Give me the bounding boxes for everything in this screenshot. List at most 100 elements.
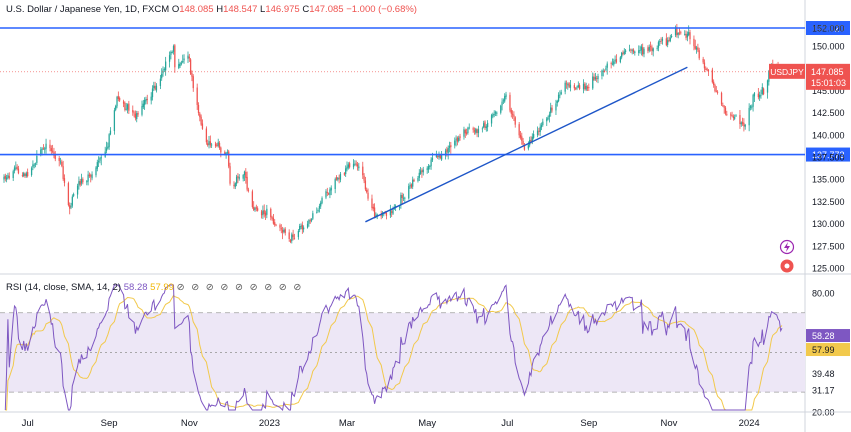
trend-line[interactable] [365, 66, 688, 223]
price-tick-label: 130.000 [812, 219, 845, 229]
time-tick-label: 2023 [259, 418, 280, 429]
low-value: 146.975 [265, 4, 300, 15]
candle-body [293, 238, 296, 240]
candle-body [614, 60, 616, 61]
candle-body [546, 118, 548, 122]
candle-body [128, 103, 130, 111]
candle-body [146, 98, 148, 101]
candle-body [741, 122, 744, 124]
price-tick-label: 140.000 [812, 130, 845, 140]
rsi-pane [0, 284, 805, 411]
candle-body [502, 100, 505, 102]
candle-body [702, 58, 704, 63]
candle-body [446, 149, 448, 152]
candle-body [76, 185, 79, 195]
candle-body [310, 219, 313, 221]
candle-body [447, 147, 449, 154]
candle-body [42, 148, 45, 150]
candle-body [62, 166, 64, 179]
candle-body [585, 85, 587, 90]
candle-body [527, 144, 530, 149]
candle-body [413, 179, 415, 182]
candle-body [339, 173, 342, 180]
horizontal-levels[interactable]: 152.020 137.773 [0, 21, 850, 162]
candle-body [523, 145, 526, 150]
candle-body [242, 175, 244, 179]
candle-body [547, 117, 549, 120]
candle-body [404, 197, 406, 199]
candle-body [735, 115, 737, 117]
candle-body [383, 213, 385, 215]
candle-body [521, 136, 523, 141]
candle-body [330, 187, 332, 191]
candle-body [228, 151, 230, 167]
candle-body [136, 113, 138, 120]
candle-body [511, 113, 514, 115]
candle-body [96, 162, 98, 169]
candle-body [289, 240, 292, 242]
candle-body [476, 129, 478, 134]
candle-body [486, 122, 489, 128]
candle-body [99, 157, 101, 161]
candle-body [100, 157, 102, 159]
candle-body [63, 178, 66, 183]
candle-body [171, 52, 173, 53]
candle-body [372, 206, 374, 209]
candle-body [256, 208, 259, 211]
candle-body [705, 68, 707, 70]
candle-body [302, 227, 305, 230]
candle-body [32, 164, 34, 168]
candle-body [235, 176, 238, 184]
rsi-value: 58.28 [123, 282, 148, 293]
candle-body [234, 183, 236, 187]
candle-body [484, 121, 486, 129]
candle-body [621, 52, 623, 58]
candle-body [744, 124, 746, 127]
candle-body [431, 157, 434, 161]
candle-body [159, 78, 162, 86]
candle-body [132, 110, 134, 113]
candle-body [207, 143, 209, 146]
high-value: 148.547 [223, 4, 258, 15]
close-label: C [302, 4, 310, 15]
candle-body [504, 96, 506, 102]
side-icons[interactable] [779, 239, 795, 273]
candle-body [661, 38, 664, 41]
candle-body [630, 49, 632, 51]
candle-body [358, 166, 360, 169]
price-axis[interactable]: 125.000 127.500 130.000 132.500 135.000 137.5… [769, 24, 850, 274]
candle-body [33, 164, 35, 166]
time-axis[interactable]: Jul Sep Nov 2023 Mar May Jul Sep Nov 2024 [0, 411, 851, 429]
candle-body [86, 181, 88, 183]
candle-body [417, 177, 419, 181]
candle-body [565, 83, 568, 85]
candle-body [263, 210, 265, 215]
candle-body [347, 164, 349, 168]
candle-body [338, 177, 340, 179]
candle-body [752, 95, 754, 107]
chart-header: U.S. Dollar / Japanese Yen, 1D, FXCM O14… [6, 4, 417, 15]
candle-body [668, 39, 670, 41]
countdown-label: 15:01:03 [811, 78, 846, 88]
candle-body [748, 107, 750, 126]
candle-body [161, 73, 163, 79]
candle-body [588, 87, 590, 89]
candle-body [348, 163, 351, 168]
candle-body [309, 220, 311, 222]
indicator-controls[interactable]: ⊘ ⊘ ⊘ ⊘ ⊘ ⊘ ⊘ ⊘ ⊘ [176, 282, 304, 293]
candle-body [492, 114, 494, 117]
candle-body [220, 147, 222, 153]
candle-body [216, 144, 218, 146]
candle-body [761, 87, 763, 95]
candle-body [715, 90, 717, 92]
candle-body [226, 152, 229, 154]
candle-body [229, 166, 231, 184]
candle-body [631, 49, 633, 51]
candle-body [67, 183, 70, 206]
candle-body [137, 112, 139, 115]
candle-body [170, 51, 172, 56]
candle-body [356, 164, 359, 167]
time-tick-label: Nov [181, 418, 198, 429]
